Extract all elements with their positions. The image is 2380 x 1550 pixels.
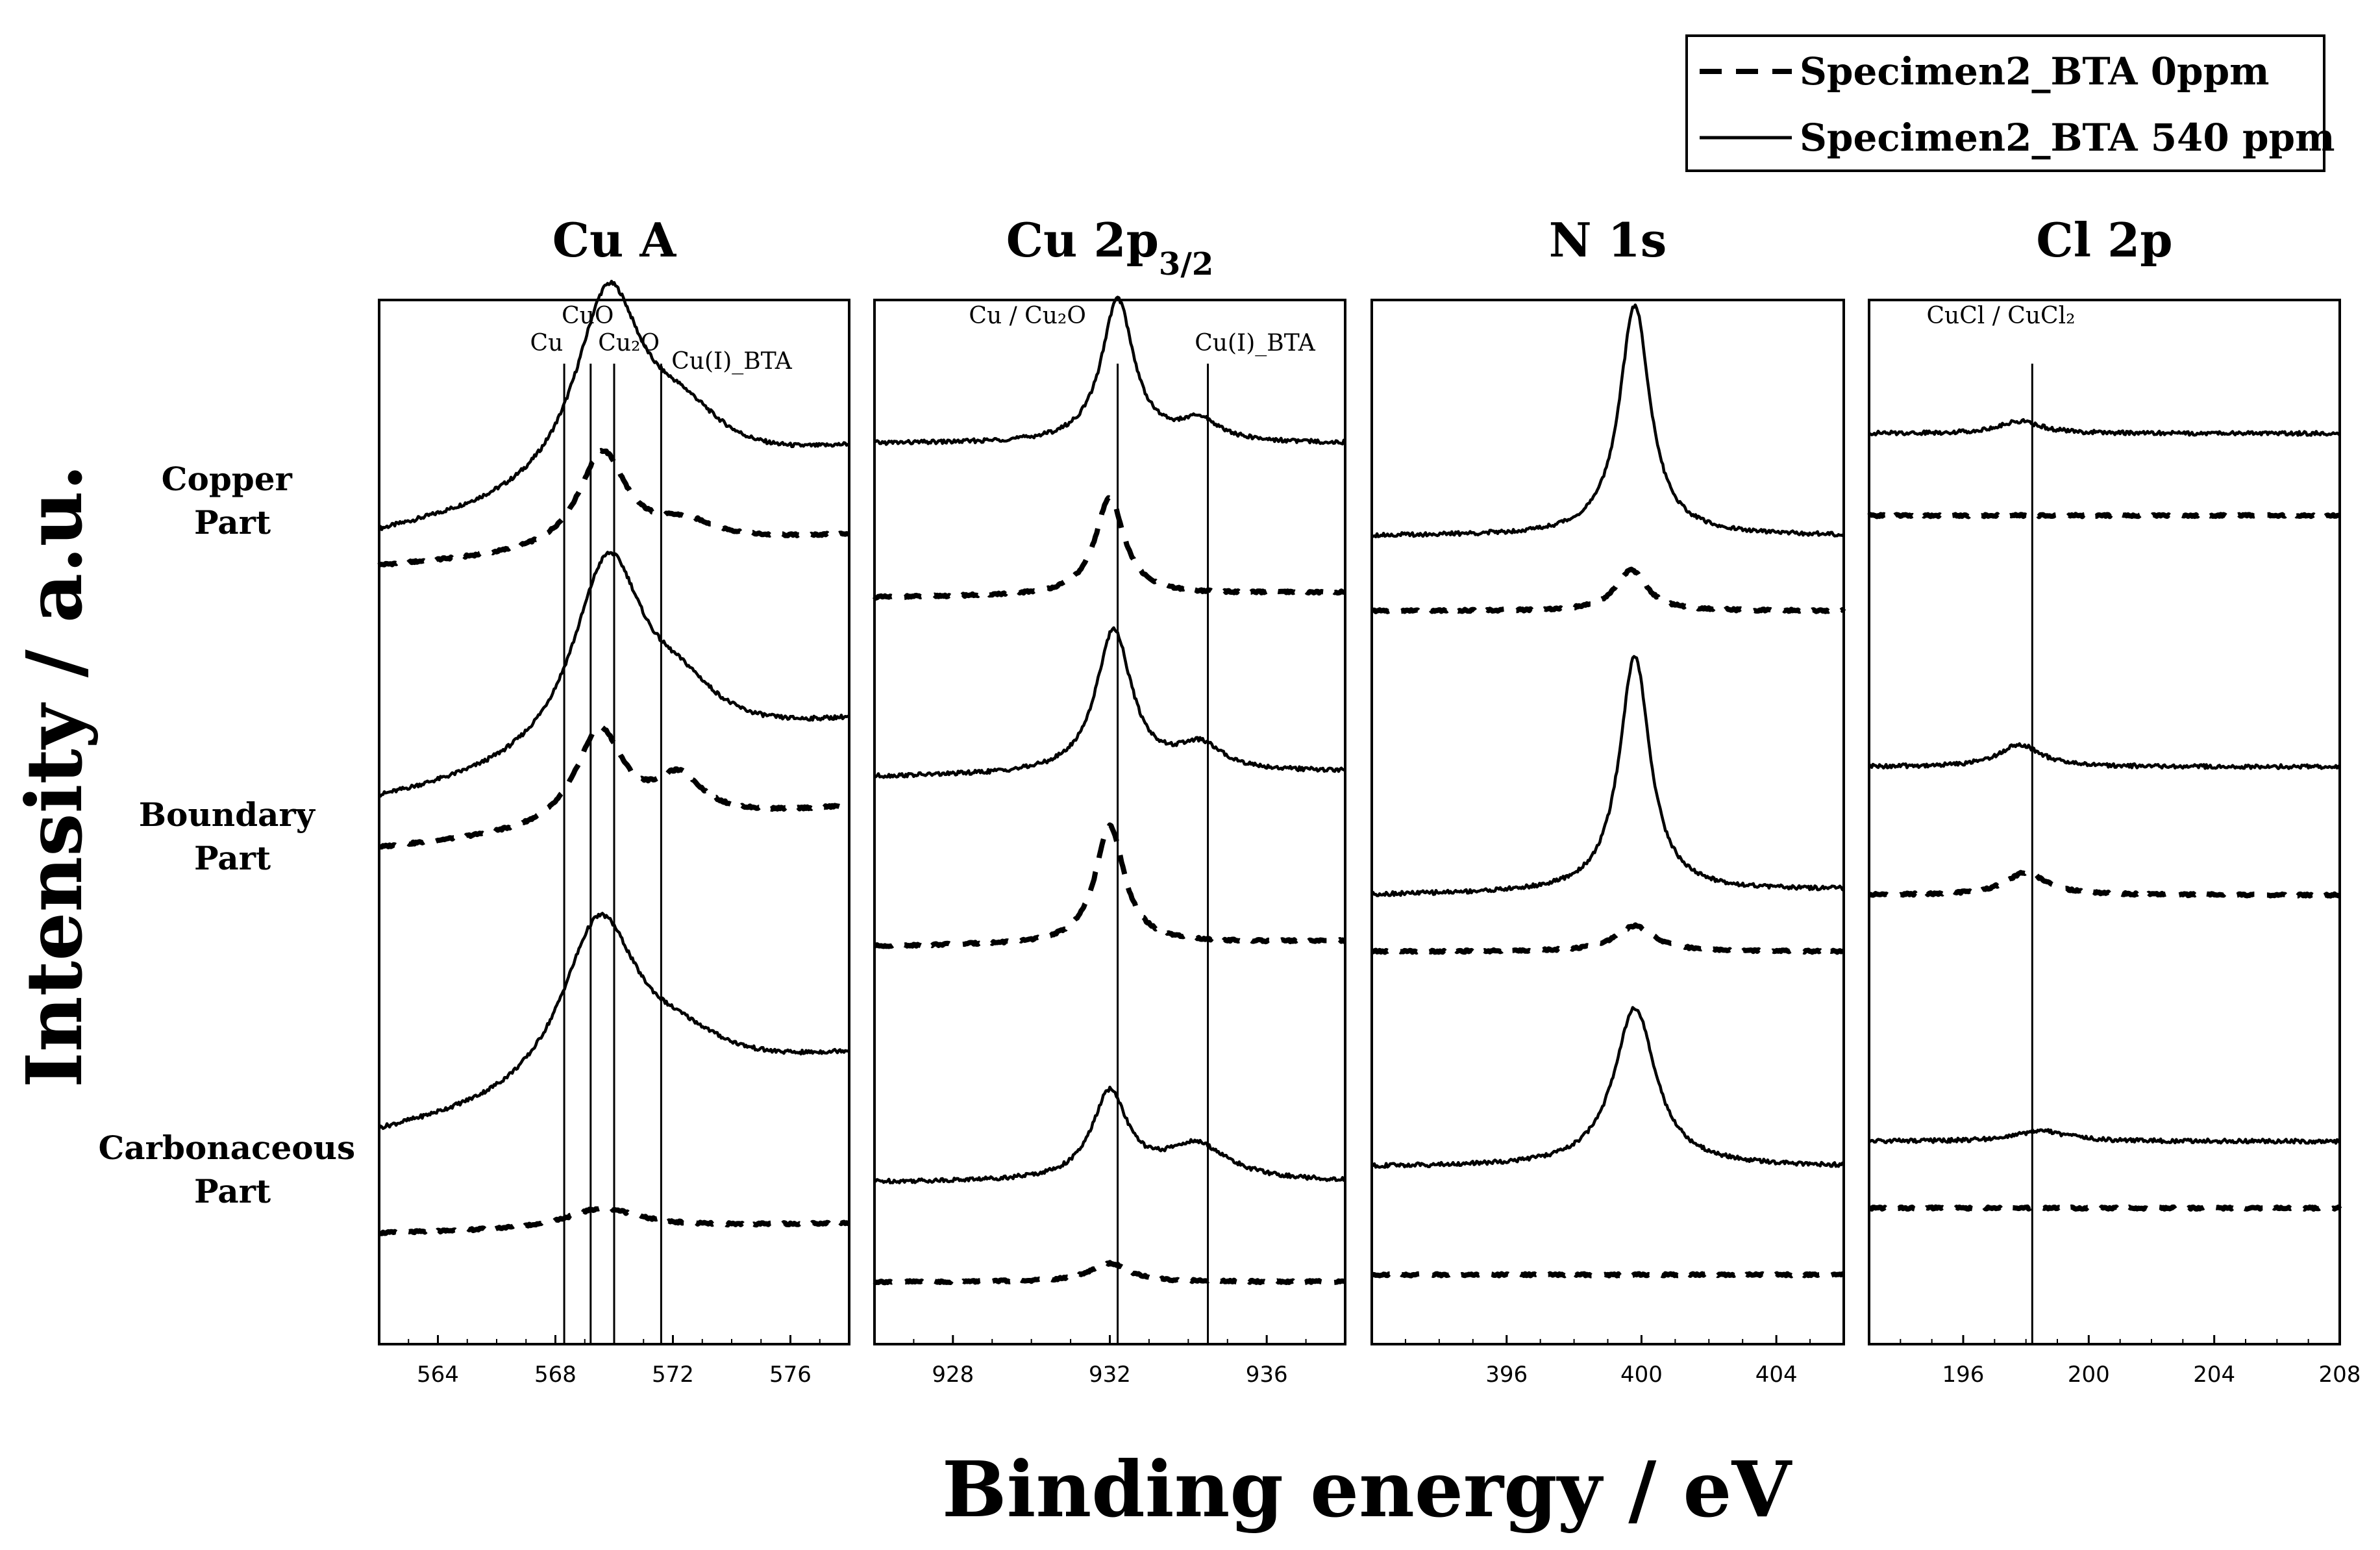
spectrum-boundary-540ppm [1868, 742, 2341, 771]
spectrum-copper-0ppm [872, 495, 1346, 601]
reference-line-label: Cu [530, 330, 564, 356]
reference-line-label: Cu / Cu₂O [969, 303, 1085, 329]
reference-line-label: CuO [562, 303, 614, 329]
spectrum-carbonaceous-0ppm [873, 1260, 1346, 1286]
spectrum-boundary-540ppm [1370, 655, 1846, 897]
panel-frame [1370, 299, 1845, 1345]
spectrum-carbonaceous-0ppm [1370, 1271, 1846, 1279]
x-axis-title: Binding energy / eV [942, 1444, 1793, 1534]
spectrum-copper-540ppm [1868, 418, 2341, 437]
legend-label-0ppm: Specimen2_BTA 0ppm [1800, 49, 2270, 94]
row-label-copper: Copper Part [162, 460, 304, 542]
x-tick-label: 936 [1246, 1362, 1288, 1388]
reference-line-label: Cu(I)_BTA [671, 348, 793, 375]
spectrum-copper-540ppm [874, 295, 1347, 446]
x-tick-label: 404 [1755, 1362, 1798, 1388]
spectrum-carbonaceous-540ppm [874, 1085, 1346, 1184]
panel-title: Cu 2p3/2 [1006, 212, 1214, 282]
spectrum-carbonaceous-0ppm [1868, 1204, 2342, 1212]
row-labels: Copper Part Boundary Part Carbonaceous P… [98, 460, 366, 1210]
x-tick-label: 204 [2193, 1362, 2235, 1388]
panel-title: N 1s [1549, 212, 1667, 268]
row-label-boundary: Boundary Part [139, 795, 327, 877]
x-tick-label: 572 [652, 1362, 694, 1388]
spectrum-carbonaceous-540ppm [377, 912, 850, 1131]
panel-2: Cu 2p3/2 928 932 936 Cu / Cu₂O Cu(I)_BTA [872, 212, 1347, 1388]
legend: Specimen2_BTA 0ppm Specimen2_BTA 540 ppm [1685, 34, 2335, 172]
y-axis-title: Intensity / a.u. [9, 464, 99, 1088]
x-tick-label: 396 [1485, 1362, 1528, 1388]
panel-3: N 1s 396 400 404 [1370, 212, 1846, 1388]
spectrum-carbonaceous-540ppm [1868, 1128, 2341, 1145]
spectrum-copper-0ppm [1867, 512, 2341, 519]
panel-title: Cu A [552, 212, 677, 268]
spectrum-boundary-0ppm [1370, 922, 1845, 955]
x-tick-label: 564 [417, 1362, 459, 1388]
row-label-carbonaceous: Carbonaceous Part [98, 1129, 366, 1210]
reference-line-label: CuCl / CuCl₂ [1926, 303, 2075, 329]
x-tick-label: 576 [769, 1362, 812, 1388]
panel-4: Cl 2p 196 200 204 208 CuCl / CuCl₂ [1867, 212, 2361, 1388]
legend-label-540ppm: Specimen2_BTA 540 ppm [1800, 116, 2335, 160]
x-tick-label: 932 [1089, 1362, 1131, 1388]
panel-title: Cl 2p [2036, 212, 2172, 268]
reference-line-label: Cu(I)_BTA [1195, 330, 1316, 356]
spectrum-boundary-540ppm [873, 626, 1346, 779]
spectrum-boundary-540ppm [378, 551, 850, 798]
panel-frame [1868, 299, 2341, 1345]
spectrum-carbonaceous-0ppm [378, 1205, 850, 1237]
panel-frame [873, 299, 1346, 1345]
x-tick-label: 400 [1620, 1362, 1663, 1388]
legend-box [1685, 34, 2325, 172]
x-tick-label: 200 [2068, 1362, 2110, 1388]
spectrum-boundary-0ppm [1868, 869, 2341, 899]
x-tick-label: 208 [2319, 1362, 2361, 1388]
x-tick-label: 568 [534, 1362, 576, 1388]
spectrum-copper-0ppm [1370, 566, 1846, 614]
spectrum-copper-540ppm [377, 279, 850, 531]
spectrum-copper-540ppm [1371, 303, 1845, 538]
spectrum-boundary-0ppm [378, 723, 850, 850]
x-tick-label: 196 [1942, 1362, 1985, 1388]
spectrum-boundary-0ppm [873, 822, 1346, 949]
x-tick-label: 928 [932, 1362, 974, 1388]
spectrum-carbonaceous-540ppm [1371, 1006, 1845, 1169]
